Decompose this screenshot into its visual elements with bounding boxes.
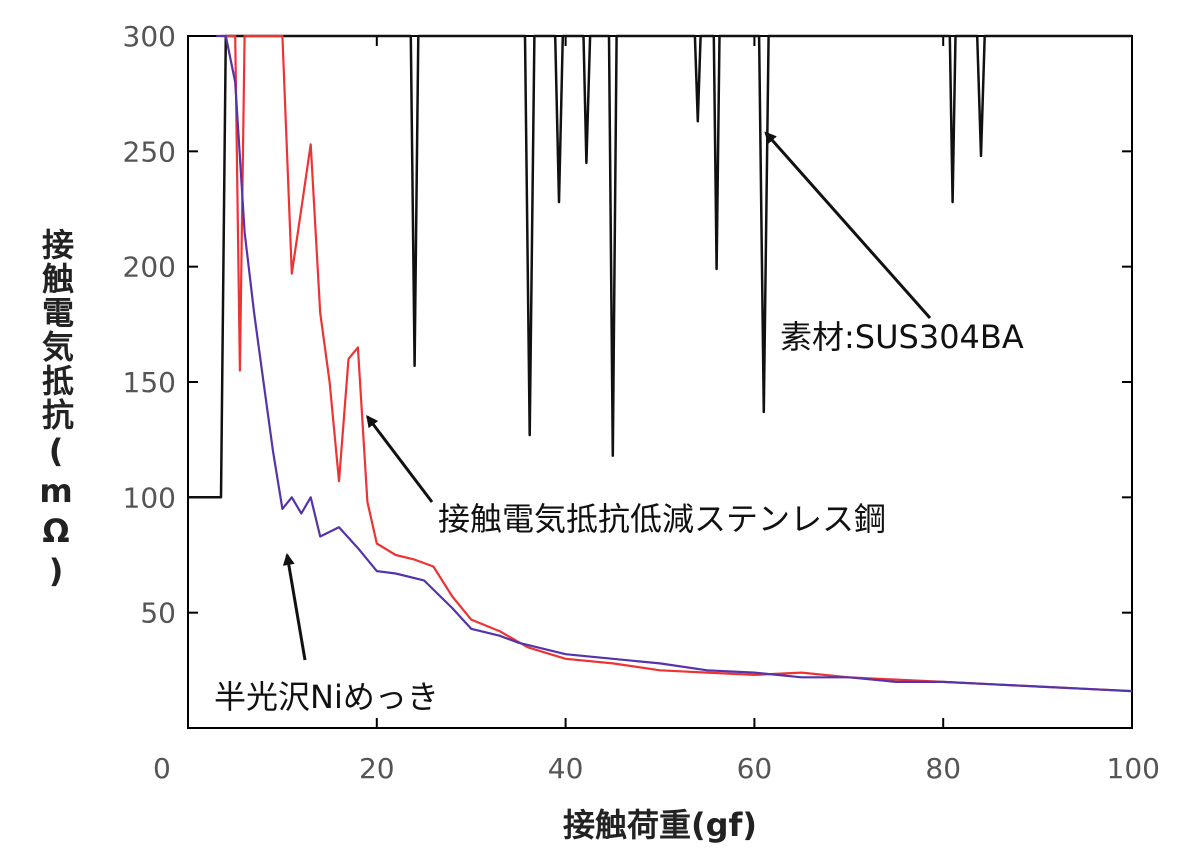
y-tick-label: 200 [123,251,176,284]
ticks-layer: 50 100 150 200 250 300 0 20 40 60 80 100 [123,20,1160,785]
x-tick-label: 40 [548,752,584,785]
y-tick-label: 150 [123,366,176,399]
y-tick-label: 100 [123,481,176,514]
series-low-resistance-steel-line [221,34,1133,693]
series-layer [188,34,1133,693]
series-ni-plating-line [216,34,1133,693]
x-tick-label: 100 [1107,752,1160,785]
x-tick-label: 80 [925,752,961,785]
x-tick-label: 20 [359,752,395,785]
annotation-low-resistance-steel-arrow [366,415,434,503]
annotation-low-resistance-steel-label: 接触電気抵抗低減ステンレス鋼 [438,500,886,538]
y-tick-label: 300 [123,20,176,53]
series-sus304ba-line [188,34,1132,499]
y-axis-title: 接触電気抵抗(mΩ) [37,228,75,592]
annotation-ni-plating-arrow [282,553,307,661]
y-tick-label: 50 [140,597,176,630]
annotation-sus304ba-arrow [764,131,932,319]
annotation-sus304ba-label: 素材:SUS304BA [780,318,1024,356]
x-tick-label: 60 [737,752,773,785]
x-tick-label: 0 [153,752,171,785]
annotation-ni-plating-label: 半光沢Niめっき [214,678,439,716]
x-axis-title: 接触荷重(gf) [563,806,757,844]
y-tick-label: 250 [123,135,176,168]
